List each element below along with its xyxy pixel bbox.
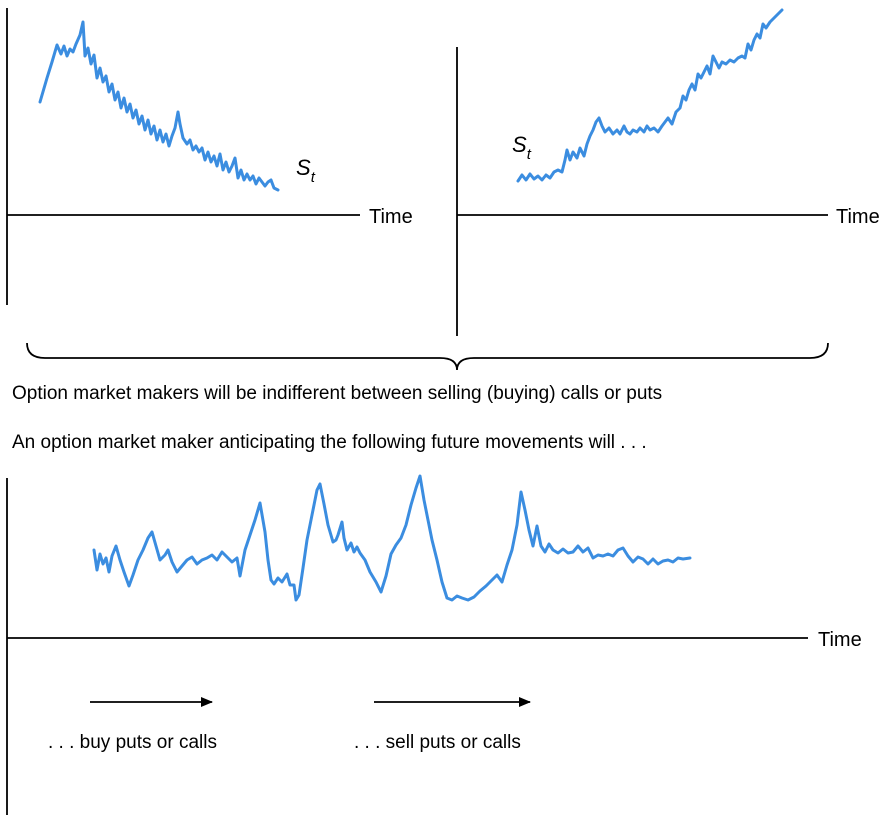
bottom-panel-time-label: Time <box>818 629 862 651</box>
panel-volatile-price: Time . . . buy puts or calls . . . sell … <box>6 474 862 815</box>
right-panel-time-label: Time <box>836 206 880 228</box>
left-panel-price-symbol: St <box>296 155 316 186</box>
left-panel-time-label: Time <box>369 206 413 228</box>
sell-puts-or-calls-label: . . . sell puts or calls <box>354 732 521 753</box>
caption-indifferent: Option market makers will be indifferent… <box>12 383 662 404</box>
caption-anticipating: An option market maker anticipating the … <box>12 432 647 453</box>
bottom-panel-price-path <box>92 474 692 602</box>
right-panel-price-path <box>516 8 784 183</box>
buy-puts-or-calls-label: . . . buy puts or calls <box>48 732 217 753</box>
left-panel-price-path <box>38 20 280 192</box>
right-panel-price-symbol: St <box>512 132 532 163</box>
panel-falling-price: Time St <box>6 8 413 305</box>
curly-brace <box>26 342 829 371</box>
panel-rising-price: Time St <box>456 8 880 336</box>
